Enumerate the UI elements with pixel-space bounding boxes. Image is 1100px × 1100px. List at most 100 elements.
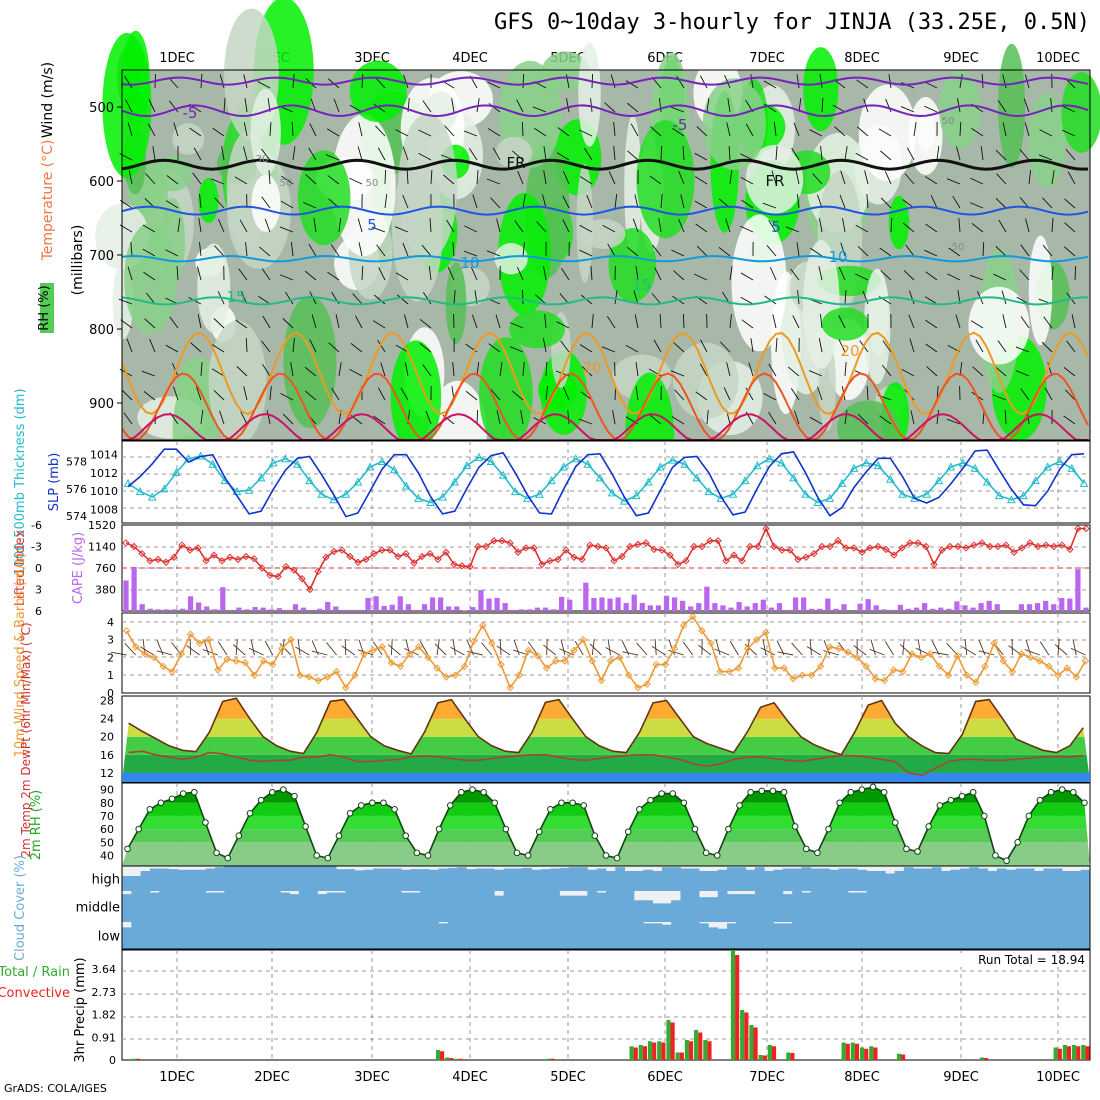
rh2m-line-point	[602, 852, 610, 859]
cape-bar	[583, 582, 589, 611]
cape-bar	[696, 603, 702, 611]
lifted-index-line-point	[1082, 524, 1090, 533]
li-axis-label: Lifted Index	[13, 529, 28, 606]
lifted-index-line-point	[410, 559, 418, 567]
cloud-cell-middle	[969, 891, 979, 922]
cloud-cell-middle	[149, 892, 160, 922]
cloud-cell-low	[419, 922, 430, 949]
precip-tick-label: 2.73	[92, 986, 117, 999]
wind-barb	[562, 195, 570, 209]
isotherm-line	[121, 296, 1088, 306]
rh-shade	[578, 42, 601, 147]
wind-barb	[817, 386, 823, 401]
wind-barb	[723, 387, 731, 401]
lifted-index-line-point	[490, 537, 498, 545]
thickness-line-point	[595, 473, 605, 482]
cloud-cell-high	[838, 868, 849, 891]
wind10m-tick-label: 4	[107, 616, 114, 629]
credit-label: GrADS: COLA/IGES	[4, 1082, 107, 1095]
cloud-cell-high	[875, 871, 886, 891]
wind-barb	[142, 224, 156, 233]
rh2m-line-point	[357, 802, 365, 809]
rh2m-line-point	[435, 825, 443, 833]
lifted-index-line-point	[474, 542, 482, 551]
cloud-cell-middle	[754, 891, 765, 922]
cloud-cell-low	[950, 922, 961, 949]
wind10m-speed-line-point	[232, 657, 240, 665]
wind-barb	[901, 368, 915, 377]
cape-bar	[244, 609, 250, 611]
wind-barb	[579, 129, 593, 137]
wind-barb	[486, 178, 501, 185]
wind10m-barb	[884, 641, 895, 656]
wind-barb	[488, 343, 501, 353]
rh2m-line-point	[580, 802, 588, 809]
cape-bar	[446, 606, 452, 611]
rh2m-line-point	[502, 825, 510, 833]
cloud-cell-low	[131, 922, 142, 949]
lifted-index-line-point	[866, 544, 874, 552]
cloud-cell-high	[1024, 868, 1035, 891]
precip-tick-label: 3.64	[92, 963, 117, 976]
wind-barb	[126, 338, 133, 353]
wind-barb	[820, 314, 823, 329]
wind-barb	[130, 242, 133, 257]
rh-shade	[390, 340, 442, 453]
cape-bar	[930, 608, 936, 611]
wind10m-barb	[156, 650, 173, 656]
wind10m-barb	[202, 649, 219, 656]
cloud-cell-high	[661, 867, 672, 891]
wind-barb	[909, 338, 915, 353]
wind-barb	[326, 128, 340, 137]
thickness-line-point	[559, 462, 568, 471]
pressure-tick-label: 600	[89, 175, 114, 190]
wind-barb	[373, 415, 386, 425]
wind-barb	[729, 314, 732, 329]
lifted-index-line-point	[138, 549, 146, 558]
rh-shade	[250, 88, 281, 176]
wind10m-barb	[344, 638, 347, 656]
wind-barb	[193, 147, 202, 161]
lifted-index-line-point	[778, 546, 786, 554]
cape-bar	[179, 608, 186, 611]
rh-tick-label: 60	[100, 823, 114, 836]
thickness-line-point	[644, 477, 653, 486]
precip-total-bar	[730, 950, 736, 1060]
rh-shade	[672, 342, 739, 420]
lifted-index-line-point	[898, 544, 906, 552]
wind-barb	[234, 176, 248, 185]
lifted-index-line-point	[594, 542, 602, 551]
wind-barb	[544, 314, 547, 329]
wind-barb	[404, 362, 409, 377]
lifted-index-line-point	[346, 552, 354, 561]
cape-bar	[760, 599, 766, 611]
wind-barb	[855, 224, 869, 233]
wind-barb	[1063, 415, 1076, 425]
wind-barb	[197, 314, 202, 329]
cloud-cell-middle	[122, 894, 132, 922]
pressure-tick-label: 900	[89, 397, 114, 412]
cloud-cell-low	[261, 922, 272, 949]
wind-barb	[214, 197, 225, 209]
wind-barb	[520, 410, 524, 425]
wind10m-barb	[668, 649, 684, 656]
wind-barb	[373, 294, 386, 305]
lifted-index-line-point	[186, 546, 194, 554]
cloud-cell-high	[233, 866, 244, 891]
wind-barb	[165, 200, 179, 209]
wind-barb	[490, 197, 501, 209]
lifted-index-line-point	[458, 562, 466, 570]
precip-convective-bar	[707, 1041, 712, 1060]
cape-bar	[276, 608, 282, 611]
precip-convective-bar	[670, 1022, 675, 1060]
wind-barb	[936, 410, 940, 425]
rh2m-line-point	[992, 852, 999, 859]
wind-barb	[197, 266, 202, 281]
isotherm-label: 10	[828, 248, 847, 266]
wind10m-speed-line-point	[634, 683, 642, 692]
wind10m-speed-line-point	[597, 676, 606, 685]
wind10m-barb	[142, 639, 146, 656]
lifted-index-line-point	[634, 540, 642, 549]
wind-barb	[169, 316, 179, 329]
cloud-cell-high	[159, 868, 169, 891]
